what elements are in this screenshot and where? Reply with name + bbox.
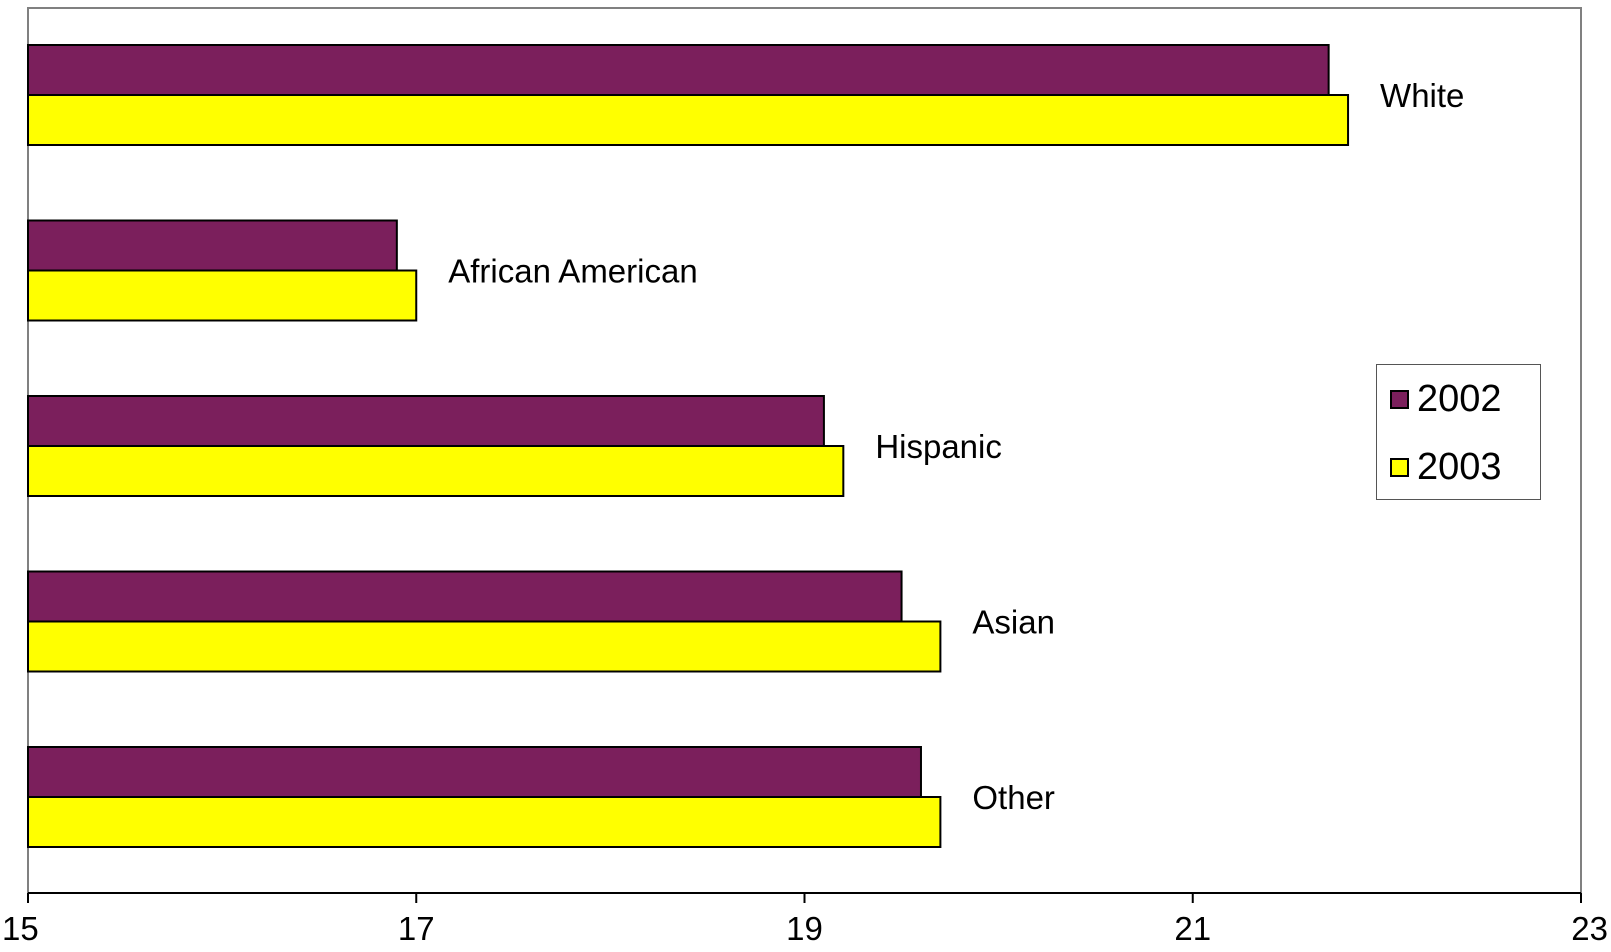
category-labels: White African American Hispanic Asian Other [448,77,1464,816]
legend-swatch-2003 [1390,457,1409,477]
legend-item-2003: 2003 [1390,443,1502,491]
bar-asian-2002 [27,570,903,623]
bar-white-2002 [27,44,1330,96]
bar-hispanic-2003 [27,445,845,497]
legend-label-2003: 2003 [1417,446,1502,488]
bars-layer [27,44,1350,848]
bar-hispanic-2002 [27,395,825,447]
category-label-other: Other [972,779,1055,816]
x-axis-ticks: 15 17 19 21 23 [2,893,1608,947]
legend-item-2002: 2002 [1390,375,1502,423]
bar-african-american-2002 [27,219,398,272]
x-tick-label-17: 17 [398,910,435,947]
bar-african-american-2003 [27,269,418,322]
legend-swatch-2002 [1390,389,1409,409]
bar-white-2003 [27,94,1350,146]
legend-label-2002: 2002 [1417,378,1502,420]
category-label-african-american: African American [448,253,697,290]
x-tick-label-21: 21 [1174,910,1211,947]
category-label-hispanic: Hispanic [875,428,1002,465]
x-tick-label-23: 23 [1571,910,1608,947]
bar-other-2002 [27,746,922,798]
bar-other-2003 [27,796,942,848]
bar-asian-2003 [27,620,942,673]
x-tick-label-15: 15 [2,910,39,947]
category-label-asian: Asian [972,604,1055,641]
x-tick-label-19: 19 [786,910,823,947]
legend: 2002 2003 [1376,364,1541,500]
category-label-white: White [1380,77,1464,114]
